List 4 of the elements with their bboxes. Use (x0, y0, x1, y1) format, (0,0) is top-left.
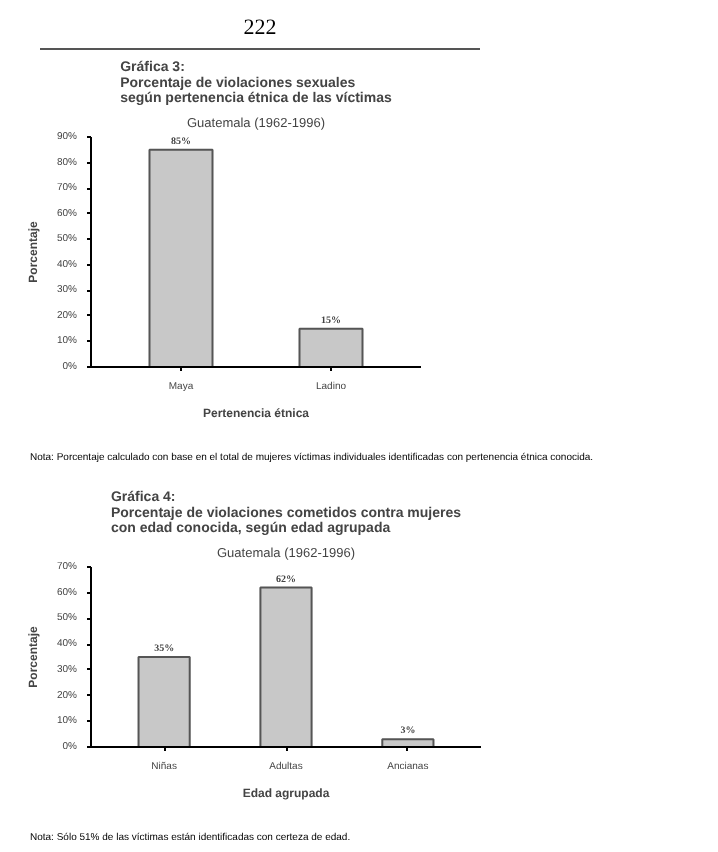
bar (381, 738, 435, 747)
text: 222 (40, 14, 480, 50)
bar (259, 586, 313, 747)
bar (137, 656, 191, 747)
